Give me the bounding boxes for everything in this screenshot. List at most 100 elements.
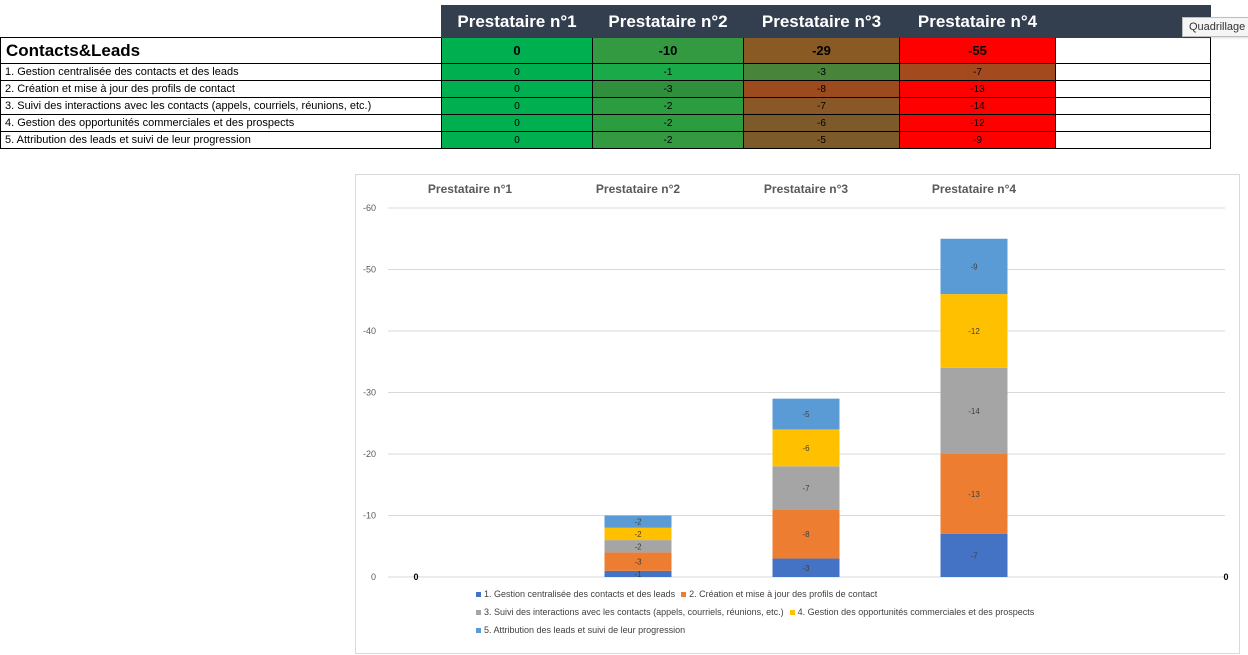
score-cell[interactable]: -7 <box>899 63 1056 81</box>
data-label: -9 <box>970 262 978 271</box>
criterion-label[interactable]: 4. Gestion des opportunités commerciales… <box>0 114 442 132</box>
bar-segment <box>940 294 1008 368</box>
bar-segment <box>772 429 840 467</box>
score-cell[interactable]: -8 <box>743 80 900 98</box>
bar-segment <box>604 527 672 541</box>
score-cell[interactable]: -2 <box>592 131 744 149</box>
section-title[interactable]: Contacts&Leads <box>0 37 442 64</box>
header-blank-cell <box>1 6 442 38</box>
legend-item[interactable]: 1. Gestion centralisée des contacts et d… <box>476 589 675 599</box>
data-label: -8 <box>802 530 810 539</box>
legend-label: 1. Gestion centralisée des contacts et d… <box>484 589 676 599</box>
data-label: -7 <box>970 551 978 560</box>
legend-swatch <box>789 610 795 616</box>
y-tick-label: -30 <box>363 388 376 398</box>
chart-legend[interactable]: 1. Gestion centralisée des contacts et d… <box>476 589 1076 643</box>
legend-label: 5. Attribution des leads et suivi de leu… <box>484 625 686 635</box>
legend-swatch <box>476 592 481 598</box>
data-label: -2 <box>634 518 642 527</box>
stacked-bar-chart[interactable]: 0 -10 -20 -30 -40 -50 -60 Prestataire n°1 0 Prest… <box>355 174 1240 654</box>
score-cell[interactable]: -2 <box>592 114 744 132</box>
score-cell[interactable]: 0 <box>441 80 593 98</box>
empty-cell[interactable] <box>1055 114 1211 132</box>
total-cell[interactable]: -55 <box>899 37 1056 64</box>
y-tick-label: -60 <box>363 203 376 213</box>
empty-cell[interactable] <box>1055 131 1211 149</box>
table-row: 2. Création et mise à jour des profils d… <box>0 80 1211 98</box>
score-cell[interactable]: 0 <box>441 97 593 115</box>
score-cell[interactable]: 0 <box>441 131 593 149</box>
criterion-label[interactable]: 2. Création et mise à jour des profils d… <box>0 80 442 98</box>
header-prestataire-1[interactable]: Prestataire n°1 <box>441 5 593 38</box>
data-label: -2 <box>634 542 642 551</box>
data-label: -3 <box>634 558 642 567</box>
data-label: -1 <box>634 570 642 579</box>
empty-cell[interactable] <box>1055 37 1211 64</box>
y-tick-label: 0 <box>371 572 376 582</box>
header-prestataire-2[interactable]: Prestataire n°2 <box>592 5 744 38</box>
bar-segment <box>772 398 840 430</box>
score-cell[interactable]: -9 <box>899 131 1056 149</box>
gridlines-tooltip: Quadrillage <box>1182 17 1248 37</box>
data-label: -5 <box>802 410 810 419</box>
bar-segment <box>604 540 672 553</box>
total-cell[interactable]: 0 <box>441 37 593 64</box>
score-cell[interactable]: -6 <box>743 114 900 132</box>
bar-segment <box>940 367 1008 454</box>
header-prestataire-4[interactable]: Prestataire n°4 <box>899 5 1056 38</box>
data-label: -7 <box>802 484 810 493</box>
bar-segment <box>772 509 840 559</box>
data-label: -6 <box>802 444 810 453</box>
scores-table: Prestataire n°1 Prestataire n°2 Prestata… <box>0 5 1211 149</box>
bar-segment <box>604 515 672 528</box>
y-tick-label: -40 <box>363 326 376 336</box>
legend-item[interactable]: 2. Création et mise à jour des profils d… <box>681 589 877 599</box>
y-tick-label: -50 <box>363 265 376 275</box>
criterion-label[interactable]: 5. Attribution des leads et suivi de leu… <box>0 131 442 149</box>
table-row: 3. Suivi des interactions avec les conta… <box>0 97 1211 115</box>
legend-item[interactable]: 4. Gestion des opportunités commerciales… <box>789 607 1035 617</box>
data-label: -13 <box>968 490 980 499</box>
total-cell[interactable]: -29 <box>743 37 900 64</box>
score-cell[interactable]: -1 <box>592 63 744 81</box>
data-label: -3 <box>802 564 810 573</box>
score-cell[interactable]: -5 <box>743 131 900 149</box>
bar-segment <box>940 454 1008 534</box>
data-label: -12 <box>968 327 980 336</box>
legend-swatch <box>476 628 481 634</box>
y-tick-label: -20 <box>363 449 376 459</box>
empty-cell[interactable] <box>1055 97 1211 115</box>
score-cell[interactable]: -13 <box>899 80 1056 98</box>
score-cell[interactable]: -3 <box>592 80 744 98</box>
criterion-label[interactable]: 1. Gestion centralisée des contacts et d… <box>0 63 442 81</box>
total-row: Contacts&Leads 0 -10 -29 -55 <box>0 37 1211 64</box>
empty-cell[interactable] <box>1055 63 1211 81</box>
score-cell[interactable]: -7 <box>743 97 900 115</box>
bar-segment <box>940 238 1008 295</box>
score-cell[interactable]: -2 <box>592 97 744 115</box>
data-label: 0 <box>1223 572 1228 582</box>
score-cell[interactable]: 0 <box>441 114 593 132</box>
category-label: Prestataire n°2 <box>596 182 681 196</box>
score-cell[interactable]: -3 <box>743 63 900 81</box>
legend-swatch <box>681 592 687 598</box>
bar-segment <box>604 570 672 577</box>
criterion-label[interactable]: 3. Suivi des interactions avec les conta… <box>0 97 442 115</box>
bar-segment <box>772 466 840 510</box>
total-cell[interactable]: -10 <box>592 37 744 64</box>
category-label: Prestataire n°4 <box>932 182 1017 196</box>
legend-item[interactable]: 3. Suivi des interactions avec les conta… <box>476 607 784 617</box>
bar-segment <box>772 558 840 577</box>
category-label: Prestataire n°1 <box>428 182 513 196</box>
header-prestataire-3[interactable]: Prestataire n°3 <box>743 5 900 38</box>
data-label: -2 <box>634 530 642 539</box>
score-cell[interactable]: -12 <box>899 114 1056 132</box>
empty-cell[interactable] <box>1055 80 1211 98</box>
data-label: 0 <box>413 572 418 582</box>
legend-label: 4. Gestion des opportunités commerciales… <box>797 607 1035 617</box>
score-cell[interactable]: 0 <box>441 63 593 81</box>
legend-item[interactable]: 5. Attribution des leads et suivi de leu… <box>476 625 685 635</box>
y-tick-label: -10 <box>363 511 376 521</box>
score-cell[interactable]: -14 <box>899 97 1056 115</box>
